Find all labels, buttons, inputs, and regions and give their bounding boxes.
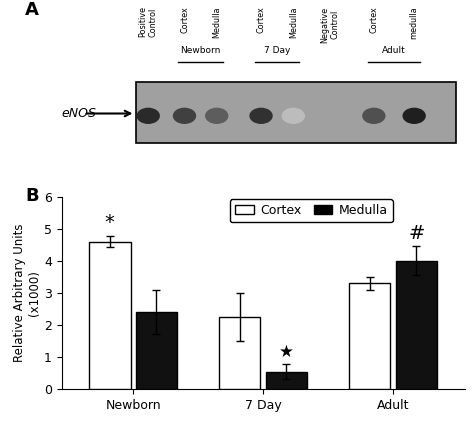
Legend: Cortex, Medulla: Cortex, Medulla xyxy=(230,199,393,222)
Text: eNOS: eNOS xyxy=(62,107,97,120)
Ellipse shape xyxy=(402,108,426,124)
Text: 7 Day: 7 Day xyxy=(264,46,291,55)
Text: Adult: Adult xyxy=(382,46,406,55)
Ellipse shape xyxy=(137,108,160,124)
Text: Cortex: Cortex xyxy=(256,6,265,33)
Text: Medulla: Medulla xyxy=(212,6,221,38)
Text: Positive
Control: Positive Control xyxy=(138,6,158,38)
Text: Cortex: Cortex xyxy=(369,6,378,33)
Text: medulla: medulla xyxy=(410,6,419,39)
Ellipse shape xyxy=(173,108,196,124)
Bar xyxy=(265,371,307,389)
Bar xyxy=(349,283,391,389)
Text: #: # xyxy=(408,224,425,242)
Bar xyxy=(219,317,261,389)
Text: Newborn: Newborn xyxy=(181,46,221,55)
Text: ★: ★ xyxy=(279,343,294,361)
Text: A: A xyxy=(26,1,39,19)
Ellipse shape xyxy=(282,108,305,124)
Bar xyxy=(136,82,456,143)
Text: Cortex: Cortex xyxy=(180,6,189,33)
Y-axis label: Relative Arbitrary Units
(x1000): Relative Arbitrary Units (x1000) xyxy=(13,224,41,362)
Text: B: B xyxy=(26,187,39,205)
Bar xyxy=(89,242,130,389)
Ellipse shape xyxy=(362,108,385,124)
Text: Medulla: Medulla xyxy=(289,6,298,38)
Ellipse shape xyxy=(249,108,273,124)
Bar xyxy=(396,261,437,389)
Text: *: * xyxy=(105,213,115,232)
Bar xyxy=(136,312,177,389)
Text: Negative
Control: Negative Control xyxy=(320,6,339,43)
Ellipse shape xyxy=(205,108,228,124)
